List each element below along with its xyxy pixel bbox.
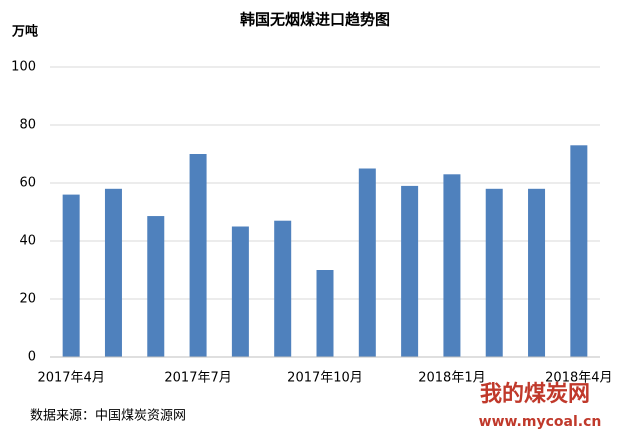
x-tick-label: 2017年4月 [37,371,104,386]
watermark-url: www.mycoal.cn [479,414,602,430]
y-tick-label: 40 [19,234,36,249]
y-tick-label: 20 [19,292,36,307]
bar [401,185,419,357]
x-tick-label: 2017年7月 [164,371,231,386]
bar [147,216,165,357]
bar [358,168,376,357]
watermark-brand: 我的煤炭网 [480,381,590,407]
y-tick-label: 80 [19,118,36,133]
y-tick-label: 100 [11,60,36,75]
bar [62,194,80,357]
bar [570,145,588,357]
y-tick-label: 0 [28,350,36,365]
x-tick-label: 2018年1月 [418,371,485,386]
bar [231,226,249,357]
y-tick-label: 60 [19,176,36,191]
x-tick-label: 2017年10月 [287,371,363,386]
bar [485,188,503,357]
bar [443,174,461,357]
bar [104,188,122,357]
bar [274,220,292,357]
bar [528,188,546,357]
source-note: 数据来源：中国煤炭资源网 [30,409,186,424]
chart-title: 韩国无烟煤进口趋势图 [240,11,390,29]
bar [316,270,334,357]
y-axis-label: 万吨 [11,24,38,40]
x-tick-label: 2018年4月 [545,371,612,386]
bar [189,154,207,357]
